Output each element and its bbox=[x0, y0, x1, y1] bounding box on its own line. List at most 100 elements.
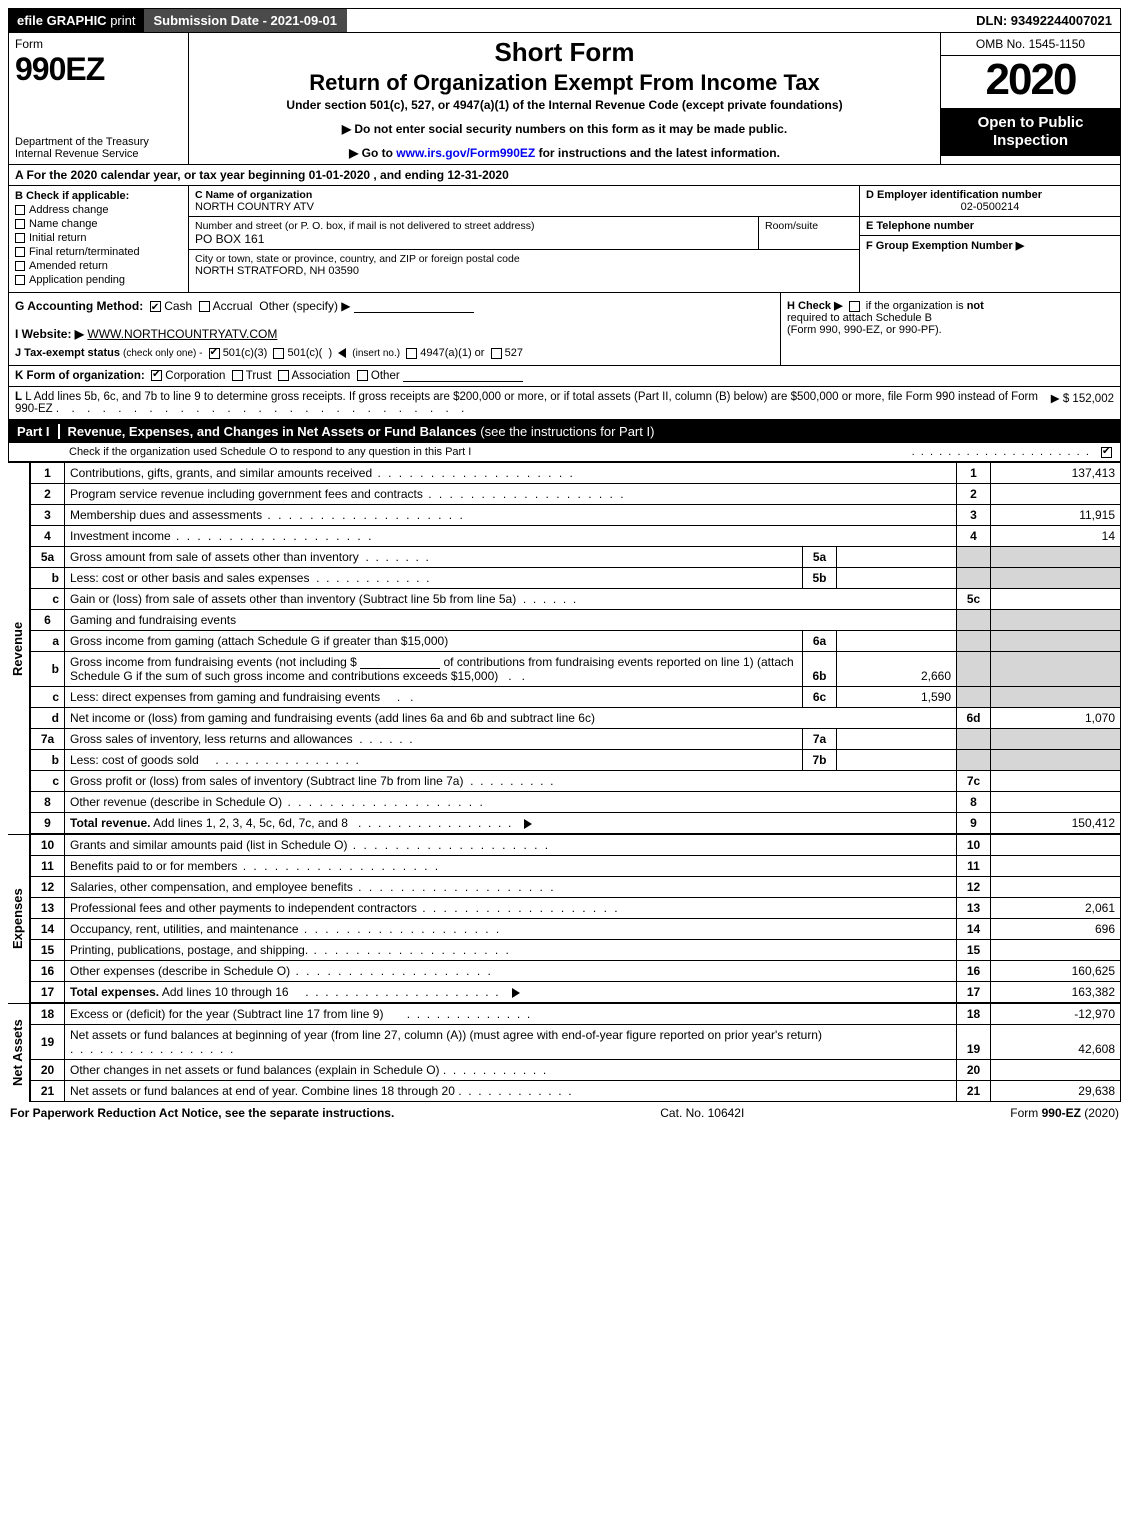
efile-top-bar: efile GRAPHIC print Submission Date - 20… bbox=[8, 8, 1121, 33]
i-label: I Website: ▶ bbox=[15, 327, 84, 341]
chk-final-return[interactable]: Final return/terminated bbox=[15, 246, 182, 258]
line-14: 14Occupancy, rent, utilities, and mainte… bbox=[31, 919, 1121, 940]
j-sub: (check only one) - bbox=[123, 348, 202, 359]
chk-initial-return[interactable]: Initial return bbox=[15, 232, 182, 244]
form-number: 990EZ bbox=[15, 51, 182, 88]
insert-arrow-icon bbox=[338, 348, 346, 358]
addr-label: Number and street (or P. O. box, if mail… bbox=[195, 220, 752, 232]
chk-cash[interactable] bbox=[150, 301, 161, 312]
topbar-left: efile GRAPHIC print Submission Date - 20… bbox=[9, 9, 347, 32]
line-21: 21Net assets or fund balances at end of … bbox=[31, 1081, 1121, 1102]
cell-org-name: C Name of organization NORTH COUNTRY ATV bbox=[189, 186, 859, 217]
line-5a: 5aGross amount from sale of assets other… bbox=[31, 547, 1121, 568]
omb-number: OMB No. 1545-1150 bbox=[941, 33, 1120, 56]
cell-room: Room/suite bbox=[759, 217, 859, 249]
tax-year: 2020 bbox=[941, 56, 1120, 108]
cell-telephone: E Telephone number bbox=[860, 217, 1120, 236]
website-value[interactable]: WWW.NORTHCOUNTRYATV.COM bbox=[87, 327, 277, 341]
arrow-icon bbox=[524, 819, 532, 829]
cell-address: Number and street (or P. O. box, if mail… bbox=[189, 217, 759, 249]
chk-527[interactable] bbox=[491, 348, 502, 359]
chk-address-change[interactable]: Address change bbox=[15, 204, 182, 216]
goto-line: ▶ Go to www.irs.gov/Form990EZ for instru… bbox=[195, 146, 934, 160]
l-arrow: ▶ $ bbox=[1051, 393, 1069, 405]
print-label[interactable]: print bbox=[110, 13, 135, 28]
row-a-tax-year: A For the 2020 calendar year, or tax yea… bbox=[8, 165, 1121, 186]
chk-corporation[interactable] bbox=[151, 370, 162, 381]
tel-label: E Telephone number bbox=[866, 220, 974, 232]
header-center: Short Form Return of Organization Exempt… bbox=[189, 33, 940, 164]
ein-value: 02-0500214 bbox=[866, 201, 1114, 213]
chk-association[interactable] bbox=[278, 370, 289, 381]
line-9: 9Total revenue. Add lines 1, 2, 3, 4, 5c… bbox=[31, 813, 1121, 834]
short-form-title: Short Form bbox=[195, 37, 934, 68]
efile-graphic-tab: efile GRAPHIC print bbox=[9, 9, 144, 32]
other-org-blank[interactable] bbox=[403, 370, 523, 382]
line-6c: cLess: direct expenses from gaming and f… bbox=[31, 687, 1121, 708]
department-label: Department of the Treasury Internal Reve… bbox=[15, 136, 182, 160]
line-7b: bLess: cost of goods sold . . . . . . . … bbox=[31, 750, 1121, 771]
org-name-label: C Name of organization bbox=[195, 189, 853, 201]
other-specify-blank[interactable] bbox=[354, 301, 474, 313]
city-label: City or town, state or province, country… bbox=[195, 253, 853, 265]
col-def: D Employer identification number 02-0500… bbox=[860, 186, 1120, 292]
irs-link[interactable]: www.irs.gov/Form990EZ bbox=[396, 146, 535, 160]
net-assets-section: Net Assets 18Excess or (deficit) for the… bbox=[8, 1003, 1121, 1102]
efile-label: efile GRAPHIC bbox=[17, 13, 107, 28]
l-value: 152,002 bbox=[1072, 393, 1114, 405]
l-gross-receipts: L L Add lines 5b, 6c, and 7b to line 9 t… bbox=[8, 387, 1121, 420]
identity-block: B Check if applicable: Address change Na… bbox=[8, 186, 1121, 293]
cell-city: City or town, state or province, country… bbox=[189, 250, 859, 280]
line-11: 11Benefits paid to or for members11 bbox=[31, 856, 1121, 877]
part-i-schedule-o-check[interactable] bbox=[1101, 447, 1112, 458]
org-name: NORTH COUNTRY ATV bbox=[195, 201, 853, 213]
chk-other-org[interactable] bbox=[357, 370, 368, 381]
chk-accrual[interactable] bbox=[199, 301, 210, 312]
line-6b: bGross income from fundraising events (n… bbox=[31, 652, 1121, 687]
chk-trust[interactable] bbox=[232, 370, 243, 381]
line-1: 1Contributions, gifts, grants, and simil… bbox=[31, 463, 1121, 484]
col-b-check-applicable: B Check if applicable: Address change Na… bbox=[9, 186, 189, 292]
line-20: 20Other changes in net assets or fund ba… bbox=[31, 1060, 1121, 1081]
chk-name-change[interactable]: Name change bbox=[15, 218, 182, 230]
h-checkbox[interactable] bbox=[849, 301, 860, 312]
line-10: 10Grants and similar amounts paid (list … bbox=[31, 835, 1121, 856]
cell-address-row: Number and street (or P. O. box, if mail… bbox=[189, 217, 859, 250]
chk-application-pending[interactable]: Application pending bbox=[15, 274, 182, 286]
goto-pre: ▶ Go to bbox=[349, 146, 396, 160]
header-left: Form 990EZ Department of the Treasury In… bbox=[9, 33, 189, 164]
under-section: Under section 501(c), 527, or 4947(a)(1)… bbox=[195, 98, 934, 112]
line-17: 17Total expenses. Add lines 10 through 1… bbox=[31, 982, 1121, 1003]
arrow-icon bbox=[512, 988, 520, 998]
ein-label: D Employer identification number bbox=[866, 189, 1114, 201]
part-i-sub-text: Check if the organization used Schedule … bbox=[69, 446, 471, 458]
room-label: Room/suite bbox=[765, 220, 853, 232]
chk-4947[interactable] bbox=[406, 348, 417, 359]
line-3: 3Membership dues and assessments311,915 bbox=[31, 505, 1121, 526]
chk-501c3[interactable] bbox=[209, 348, 220, 359]
j-label: J Tax-exempt status bbox=[15, 347, 120, 359]
revenue-section: Revenue 1Contributions, gifts, grants, a… bbox=[8, 462, 1121, 834]
submission-date: Submission Date - 2021-09-01 bbox=[144, 9, 348, 32]
line-5b: bLess: cost or other basis and sales exp… bbox=[31, 568, 1121, 589]
part-i-label: Part I bbox=[17, 424, 60, 439]
revenue-side-label: Revenue bbox=[8, 462, 30, 834]
group-exemption-label: F Group Exemption Number ▶ bbox=[866, 240, 1024, 252]
paperwork-notice: For Paperwork Reduction Act Notice, see … bbox=[10, 1106, 394, 1120]
chk-amended-return[interactable]: Amended return bbox=[15, 260, 182, 272]
line-16: 16Other expenses (describe in Schedule O… bbox=[31, 961, 1121, 982]
chk-501c[interactable] bbox=[273, 348, 284, 359]
line-7a: 7aGross sales of inventory, less returns… bbox=[31, 729, 1121, 750]
city-value: NORTH STRATFORD, NH 03590 bbox=[195, 265, 853, 277]
line-19: 19Net assets or fund balances at beginni… bbox=[31, 1025, 1121, 1060]
part-i-title: Revenue, Expenses, and Changes in Net As… bbox=[68, 424, 655, 439]
goto-post: for instructions and the latest informat… bbox=[535, 146, 780, 160]
line-7c: cGross profit or (loss) from sales of in… bbox=[31, 771, 1121, 792]
line-6a: aGross income from gaming (attach Schedu… bbox=[31, 631, 1121, 652]
cell-group-exemption: F Group Exemption Number ▶ bbox=[860, 236, 1120, 292]
header-right: OMB No. 1545-1150 2020 Open to Public In… bbox=[940, 33, 1120, 164]
expenses-table: 10Grants and similar amounts paid (list … bbox=[30, 834, 1121, 1003]
cell-ein: D Employer identification number 02-0500… bbox=[860, 186, 1120, 217]
line-12: 12Salaries, other compensation, and empl… bbox=[31, 877, 1121, 898]
expenses-side-label: Expenses bbox=[8, 834, 30, 1003]
